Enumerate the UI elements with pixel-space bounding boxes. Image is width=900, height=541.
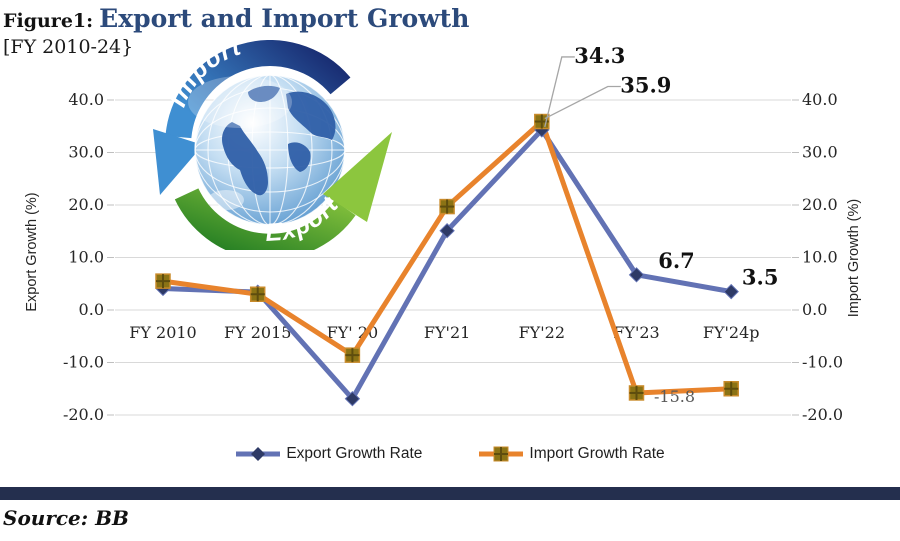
globe-icon [188, 74, 346, 226]
legend-label-export: Export Growth Rate [286, 445, 423, 462]
y-axis-title-left: Export Growth (%) [24, 192, 40, 312]
x-axis-category: FY'24p [703, 323, 760, 342]
data-point-export[interactable] [344, 391, 361, 407]
globe-continents [222, 85, 336, 196]
x-axis-category: FY'23 [613, 323, 659, 342]
data-label: 34.3 [574, 43, 625, 68]
y-axis-tick-left: -20.0 [63, 405, 104, 424]
figure-label: Figure1: [3, 10, 94, 32]
globe-gridlines [194, 74, 346, 226]
source-note: Source: BB [3, 506, 129, 530]
export-arrow: Export [174, 132, 392, 250]
x-axis-category: FY 2015 [224, 323, 291, 342]
x-axis-category: FY'21 [424, 323, 470, 342]
data-point-export[interactable] [439, 223, 455, 239]
y-axis-tick-right: 0.0 [802, 300, 827, 319]
y-axis-tick-right: -20.0 [802, 405, 843, 424]
data-label: 6.7 [658, 248, 695, 273]
data-point-export[interactable] [723, 283, 739, 300]
legend-label-import: Import Growth Rate [529, 445, 665, 462]
x-axis-category: FY 2010 [129, 323, 196, 342]
export-line-swatch [236, 447, 281, 461]
legend-item-import[interactable]: Import Growth Rate [478, 445, 665, 463]
figure-subtitle: [FY 2010-24} [3, 36, 134, 58]
x-axis-category: FY'22 [519, 323, 565, 342]
y-axis-tick-right: 40.0 [802, 90, 838, 109]
page-title: Export and Import Growth [99, 4, 470, 33]
figure-header: Figure1: Export and Import Growth [FY 201… [3, 4, 469, 58]
y-axis-tick-right: -10.0 [802, 353, 843, 372]
y-axis-tick-right: 10.0 [802, 248, 838, 267]
y-axis-tick-right: 20.0 [802, 195, 838, 214]
y-axis-tick-left: -10.0 [63, 353, 104, 372]
data-point-export[interactable] [628, 267, 645, 283]
callout-leader-line [544, 56, 575, 128]
y-axis-tick-right: 30.0 [802, 143, 838, 162]
legend-item-export[interactable]: Export Growth Rate [235, 445, 422, 463]
y-axis-tick-left: 30.0 [68, 143, 104, 162]
chart-legend: Export Growth Rate Import Growth Rate [0, 445, 900, 463]
y-axis-title-right: Import Growth (%) [846, 198, 862, 318]
y-axis-tick-left: 10.0 [68, 248, 104, 267]
y-axis-tick-left: 0.0 [79, 300, 104, 319]
import-arrow: Import [153, 40, 351, 195]
callout-leader-line [544, 85, 621, 120]
y-axis-tick-left: 40.0 [68, 90, 104, 109]
data-label: -15.8 [654, 387, 695, 406]
data-label: 35.9 [620, 73, 671, 98]
y-axis-tick-left: 20.0 [68, 195, 104, 214]
data-label: 3.5 [742, 265, 779, 290]
import-export-globe-graphic: Import [153, 40, 392, 250]
divider-bar [0, 487, 900, 500]
import-line-swatch [479, 446, 524, 462]
